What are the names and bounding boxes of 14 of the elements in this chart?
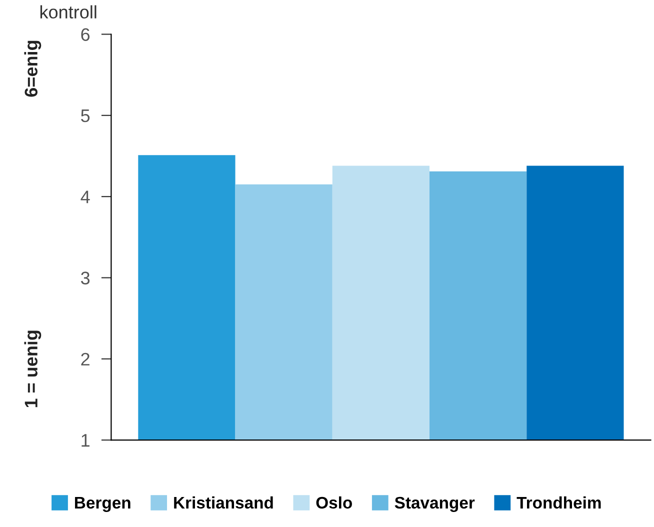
y-tick-label: 3 (80, 272, 90, 284)
legend-label: Stavanger (394, 496, 475, 512)
legend-label: Oslo (316, 496, 352, 509)
legend-label: Kristiansand (174, 496, 273, 509)
legend-label: Bergen (75, 497, 130, 512)
legend-label: Trondheim (516, 496, 601, 509)
text: 6=enig (24, 40, 42, 97)
y-tick-label: 6 (81, 28, 90, 41)
y-tick-label: 4 (80, 190, 90, 204)
chart-title: kontroll (40, 5, 96, 19)
y-tick-label: 5 (81, 110, 90, 122)
y-tick-label: 1 (82, 434, 90, 447)
text: 1 = uenig (24, 330, 42, 408)
y-tick-label: 2 (81, 352, 90, 366)
